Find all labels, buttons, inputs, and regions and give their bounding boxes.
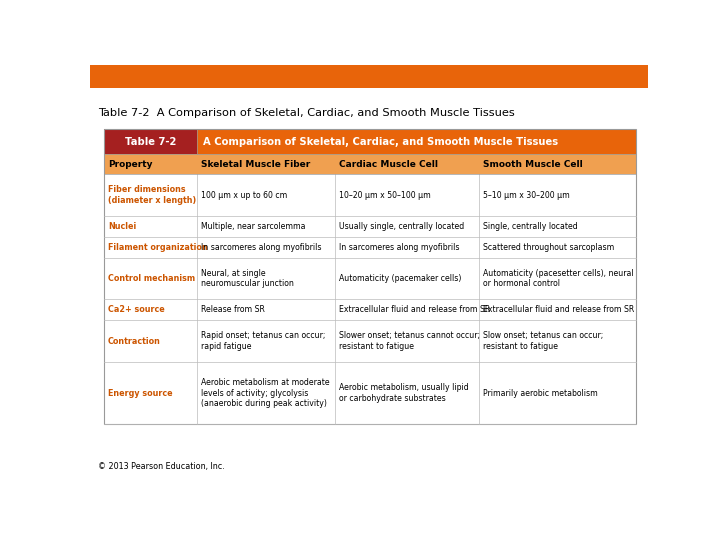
Text: Extracellular fluid and release from SR: Extracellular fluid and release from SR (339, 305, 490, 314)
Text: Cardiac Muscle Cell: Cardiac Muscle Cell (339, 160, 438, 168)
Text: Aerobic metabolism, usually lipid
or carbohydrate substrates: Aerobic metabolism, usually lipid or car… (339, 383, 469, 403)
Text: Release from SR: Release from SR (201, 305, 265, 314)
Text: Energy source: Energy source (108, 389, 173, 397)
Bar (104, 129, 636, 424)
Bar (104, 129, 197, 154)
Text: Filament organization: Filament organization (108, 242, 207, 252)
Bar (197, 129, 636, 154)
Text: Primarily aerobic metabolism: Primarily aerobic metabolism (482, 389, 598, 397)
Text: Table 7-2  A Comparison of Skeletal, Cardiac, and Smooth Muscle Tissues: Table 7-2 A Comparison of Skeletal, Card… (99, 109, 515, 118)
Text: 100 μm x up to 60 cm: 100 μm x up to 60 cm (201, 191, 287, 199)
Text: Smooth Muscle Cell: Smooth Muscle Cell (482, 160, 582, 168)
Text: Ca2+ source: Ca2+ source (108, 305, 165, 314)
Text: Nuclei: Nuclei (108, 222, 136, 231)
Text: Aerobic metabolism at moderate
levels of activity; glycolysis
(anaerobic during : Aerobic metabolism at moderate levels of… (201, 378, 330, 408)
Bar (90, 65, 648, 87)
Text: In sarcomeres along myofibrils: In sarcomeres along myofibrils (339, 242, 459, 252)
Text: Slower onset; tetanus cannot occur;
resistant to fatigue: Slower onset; tetanus cannot occur; resi… (339, 331, 480, 351)
Text: In sarcomeres along myofibrils: In sarcomeres along myofibrils (201, 242, 321, 252)
Text: 5–10 μm x 30–200 μm: 5–10 μm x 30–200 μm (482, 191, 570, 199)
Text: Neural, at single
neuromuscular junction: Neural, at single neuromuscular junction (201, 268, 294, 288)
Text: 10–20 μm x 50–100 μm: 10–20 μm x 50–100 μm (339, 191, 431, 199)
Text: Automaticity (pacemaker cells): Automaticity (pacemaker cells) (339, 274, 462, 283)
Text: Table 7-2: Table 7-2 (125, 137, 176, 147)
Text: Fiber dimensions
(diameter x length): Fiber dimensions (diameter x length) (108, 185, 196, 205)
Text: Slow onset; tetanus can occur;
resistant to fatigue: Slow onset; tetanus can occur; resistant… (482, 331, 603, 351)
Text: Control mechanism: Control mechanism (108, 274, 195, 283)
Bar (104, 362, 636, 424)
Bar (104, 154, 636, 174)
Text: A Comparison of Skeletal, Cardiac, and Smooth Muscle Tissues: A Comparison of Skeletal, Cardiac, and S… (202, 137, 558, 147)
Bar (104, 237, 636, 258)
Text: Property: Property (108, 160, 153, 168)
Bar (104, 299, 636, 320)
Bar (104, 258, 636, 299)
Text: Single, centrally located: Single, centrally located (482, 222, 577, 231)
Text: Rapid onset; tetanus can occur;
rapid fatigue: Rapid onset; tetanus can occur; rapid fa… (201, 331, 325, 351)
Bar (104, 174, 636, 216)
Text: Skeletal Muscle Fiber: Skeletal Muscle Fiber (201, 160, 310, 168)
Text: Extracellular fluid and release from SR: Extracellular fluid and release from SR (482, 305, 634, 314)
Text: Multiple, near sarcolemma: Multiple, near sarcolemma (201, 222, 305, 231)
Text: Automaticity (pacesetter cells), neural
or hormonal control: Automaticity (pacesetter cells), neural … (482, 268, 634, 288)
Text: Usually single, centrally located: Usually single, centrally located (339, 222, 464, 231)
Bar (104, 320, 636, 362)
Bar (104, 216, 636, 237)
Text: Contraction: Contraction (108, 336, 161, 346)
Text: © 2013 Pearson Education, Inc.: © 2013 Pearson Education, Inc. (99, 462, 225, 471)
Text: Scattered throughout sarcoplasm: Scattered throughout sarcoplasm (482, 242, 614, 252)
